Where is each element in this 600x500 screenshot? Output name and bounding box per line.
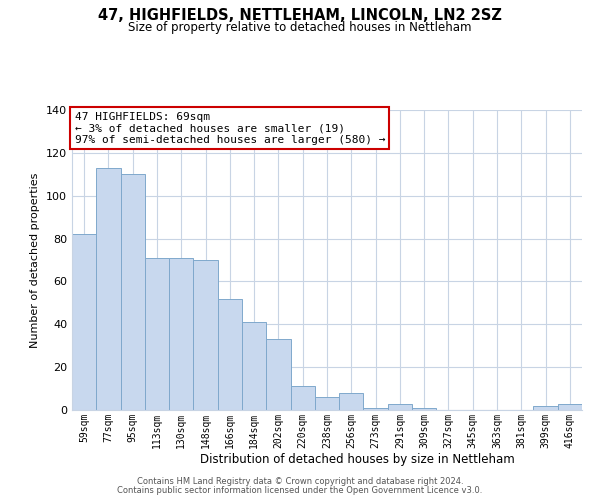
Bar bbox=[121, 174, 145, 410]
Bar bbox=[242, 322, 266, 410]
Bar bbox=[145, 258, 169, 410]
Bar bbox=[388, 404, 412, 410]
Bar bbox=[96, 168, 121, 410]
Text: Contains HM Land Registry data © Crown copyright and database right 2024.: Contains HM Land Registry data © Crown c… bbox=[137, 477, 463, 486]
Text: Distribution of detached houses by size in Nettleham: Distribution of detached houses by size … bbox=[200, 452, 514, 466]
Bar bbox=[218, 298, 242, 410]
Bar bbox=[339, 393, 364, 410]
Bar bbox=[290, 386, 315, 410]
Bar bbox=[266, 340, 290, 410]
Bar bbox=[315, 397, 339, 410]
Text: Contains public sector information licensed under the Open Government Licence v3: Contains public sector information licen… bbox=[118, 486, 482, 495]
Y-axis label: Number of detached properties: Number of detached properties bbox=[31, 172, 40, 348]
Bar bbox=[72, 234, 96, 410]
Bar bbox=[169, 258, 193, 410]
Bar bbox=[364, 408, 388, 410]
Bar bbox=[193, 260, 218, 410]
Text: Size of property relative to detached houses in Nettleham: Size of property relative to detached ho… bbox=[128, 22, 472, 35]
Bar bbox=[533, 406, 558, 410]
Bar bbox=[558, 404, 582, 410]
Bar bbox=[412, 408, 436, 410]
Text: 47 HIGHFIELDS: 69sqm
← 3% of detached houses are smaller (19)
97% of semi-detach: 47 HIGHFIELDS: 69sqm ← 3% of detached ho… bbox=[74, 112, 385, 144]
Text: 47, HIGHFIELDS, NETTLEHAM, LINCOLN, LN2 2SZ: 47, HIGHFIELDS, NETTLEHAM, LINCOLN, LN2 … bbox=[98, 8, 502, 22]
